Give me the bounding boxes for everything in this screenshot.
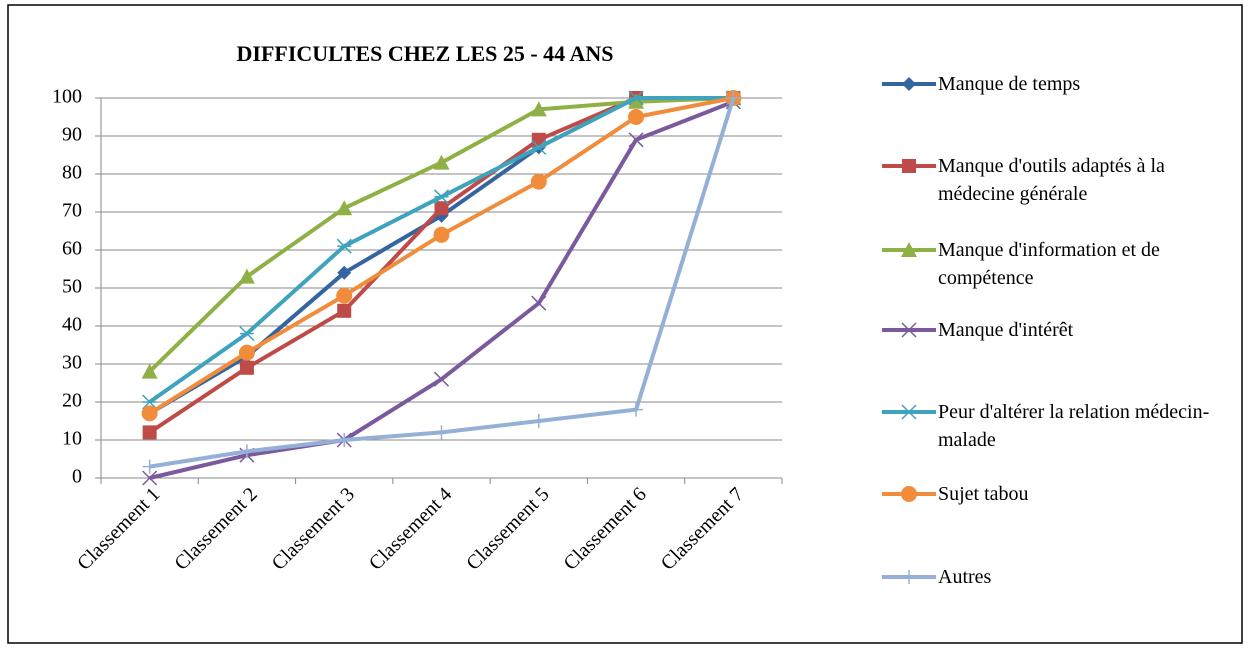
marker bbox=[433, 189, 450, 205]
marker bbox=[433, 226, 450, 243]
marker bbox=[336, 238, 352, 254]
marker-part bbox=[238, 344, 255, 361]
marker bbox=[629, 402, 644, 417]
marker bbox=[902, 159, 916, 173]
legend-label: Manque d'information et de compétence bbox=[938, 239, 1160, 289]
marker bbox=[726, 91, 741, 105]
marker-part bbox=[901, 242, 917, 257]
series-line bbox=[148, 96, 734, 416]
y-tick-label: 80 bbox=[62, 162, 82, 184]
y-tick-label: 40 bbox=[62, 314, 82, 336]
x-tick-label: Classement 5 bbox=[462, 483, 553, 574]
y-tick-label: 0 bbox=[72, 466, 82, 488]
marker-part bbox=[628, 109, 645, 125]
chart-border bbox=[7, 4, 1243, 644]
marker bbox=[336, 200, 353, 216]
marker bbox=[238, 344, 255, 361]
marker bbox=[628, 93, 645, 109]
marker bbox=[901, 242, 917, 257]
marker-part bbox=[433, 226, 450, 243]
series-line bbox=[149, 97, 736, 469]
marker bbox=[337, 265, 352, 280]
y-tick-label: 100 bbox=[52, 86, 82, 108]
marker bbox=[901, 322, 917, 338]
marker bbox=[141, 405, 158, 422]
marker bbox=[628, 109, 645, 125]
marker-part bbox=[531, 295, 547, 311]
marker bbox=[628, 132, 644, 148]
marker bbox=[434, 201, 449, 216]
legend-label: Manque d'intérêt bbox=[938, 319, 1074, 341]
marker-part bbox=[238, 268, 255, 284]
legend-label: Autres bbox=[938, 566, 992, 588]
marker-part bbox=[433, 371, 450, 387]
marker bbox=[141, 363, 158, 379]
marker bbox=[142, 470, 158, 486]
legend-label: Manque de temps bbox=[938, 73, 1081, 95]
marker bbox=[530, 173, 547, 190]
marker bbox=[336, 287, 353, 304]
chart-title: DIFFICULTES CHEZ LES 25 - 44 ANS bbox=[237, 41, 614, 66]
marker-part bbox=[141, 363, 158, 379]
marker bbox=[239, 326, 255, 342]
marker-part bbox=[336, 287, 353, 304]
marker bbox=[142, 459, 157, 474]
x-tick-label: Classement 4 bbox=[365, 483, 456, 574]
marker-part bbox=[433, 154, 450, 170]
y-tick-label: 20 bbox=[62, 390, 82, 412]
y-tick-label: 30 bbox=[62, 352, 82, 374]
y-tick-label: 60 bbox=[62, 238, 82, 260]
x-tick-label: Classement 3 bbox=[268, 483, 359, 574]
marker-part bbox=[141, 405, 158, 422]
marker bbox=[142, 394, 158, 410]
y-tick-label: 50 bbox=[62, 276, 82, 298]
marker-part bbox=[901, 322, 917, 338]
marker bbox=[531, 414, 546, 428]
marker bbox=[531, 139, 547, 155]
x-tick-label: Classement 6 bbox=[559, 483, 650, 574]
y-tick-label: 70 bbox=[62, 200, 82, 222]
marker bbox=[901, 486, 917, 502]
marker-part bbox=[902, 77, 916, 91]
series-line bbox=[148, 96, 734, 416]
legend-label: Sujet tabou bbox=[938, 483, 1029, 505]
x-tick-label: Classement 1 bbox=[73, 483, 164, 574]
marker bbox=[531, 295, 547, 311]
marker bbox=[902, 570, 916, 584]
marker bbox=[901, 404, 917, 420]
x-tick-label: Classement 7 bbox=[657, 483, 748, 574]
legend-label: Peur d'altérer la relation médecin-malad… bbox=[938, 401, 1210, 451]
marker-part bbox=[434, 201, 449, 216]
marker bbox=[902, 77, 916, 91]
y-tick-label: 10 bbox=[62, 428, 82, 450]
marker-part bbox=[530, 173, 547, 190]
legend-label: Manque d'outils adaptés à la médecine gé… bbox=[938, 155, 1165, 205]
marker bbox=[628, 90, 644, 106]
marker-part bbox=[902, 159, 916, 173]
marker bbox=[433, 154, 450, 170]
x-tick-label: Classement 2 bbox=[170, 483, 261, 574]
marker bbox=[433, 371, 450, 387]
marker bbox=[239, 360, 254, 375]
marker-part bbox=[239, 360, 254, 375]
marker-part bbox=[336, 200, 353, 216]
marker bbox=[239, 444, 254, 459]
marker-part bbox=[337, 265, 352, 280]
marker-part bbox=[530, 101, 547, 117]
marker-part bbox=[142, 470, 158, 486]
marker bbox=[530, 101, 547, 117]
marker bbox=[337, 433, 352, 447]
y-tick-label: 90 bbox=[62, 124, 82, 146]
marker bbox=[142, 425, 157, 440]
marker-part bbox=[337, 303, 352, 318]
marker bbox=[434, 425, 449, 440]
marker-part bbox=[628, 93, 645, 109]
marker-part bbox=[901, 486, 917, 502]
marker-part bbox=[142, 425, 157, 440]
marker bbox=[337, 303, 352, 318]
marker-part bbox=[628, 132, 644, 148]
marker bbox=[238, 268, 255, 284]
